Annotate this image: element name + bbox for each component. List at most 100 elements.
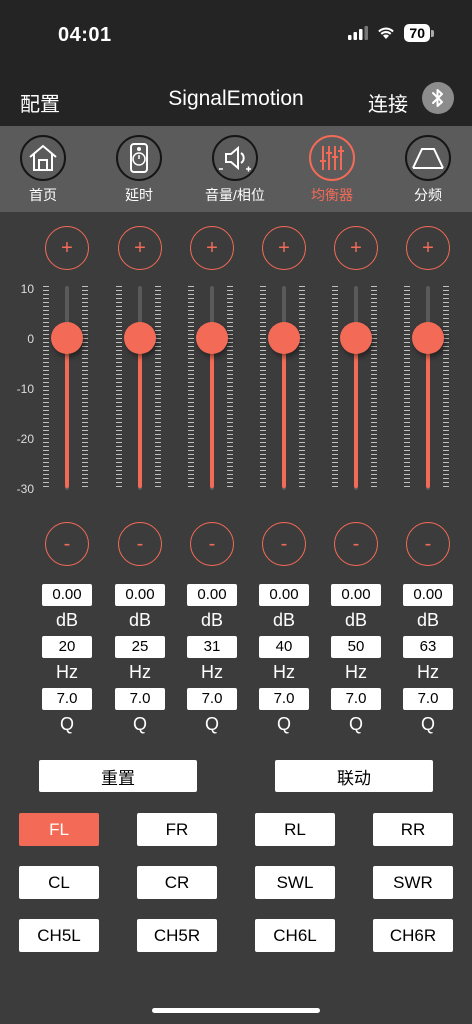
slider-thumb[interactable]: [124, 322, 156, 354]
signal-icon: [348, 26, 369, 40]
db-scale-label: -20: [16, 432, 34, 446]
equalizer-icon: [309, 135, 355, 181]
tab-home-label: 首页: [29, 187, 57, 203]
band-increase-button[interactable]: +: [118, 226, 162, 270]
channel-button-fl[interactable]: FL: [19, 813, 99, 846]
slider-thumb[interactable]: [340, 322, 372, 354]
slider-fill: [282, 338, 286, 488]
eq-band-5: + - 0.00 dB 50 Hz 7.0 Q: [326, 226, 386, 740]
frequency-value-field[interactable]: 20: [42, 636, 92, 658]
slider-fill: [138, 338, 142, 488]
q-unit-label: Q: [132, 714, 147, 734]
battery-cap: [431, 29, 434, 37]
channel-button-ch5l[interactable]: CH5L: [19, 919, 99, 952]
band-decrease-button[interactable]: -: [118, 522, 162, 566]
slider-thumb[interactable]: [51, 322, 83, 354]
slider-thumb[interactable]: [412, 322, 444, 354]
q-value-field[interactable]: 7.0: [403, 688, 453, 710]
home-icon: [20, 135, 66, 181]
band-decrease-button[interactable]: -: [334, 522, 378, 566]
band-increase-button[interactable]: +: [262, 226, 306, 270]
home-indicator[interactable]: [152, 1008, 320, 1013]
gain-value-field[interactable]: 0.00: [115, 584, 165, 606]
config-button[interactable]: 配置: [20, 94, 60, 116]
link-button[interactable]: 联动: [275, 760, 433, 792]
slider-ticks: [116, 286, 122, 490]
tab-home[interactable]: 首页: [8, 135, 78, 205]
band-decrease-button[interactable]: -: [262, 522, 306, 566]
channel-button-swl[interactable]: SWL: [255, 866, 335, 899]
band-increase-button[interactable]: +: [406, 226, 450, 270]
volume-phase-icon: [212, 135, 258, 181]
band-decrease-button[interactable]: -: [406, 522, 450, 566]
q-value-field[interactable]: 7.0: [331, 688, 381, 710]
connect-button[interactable]: 连接: [368, 94, 408, 116]
frequency-value-field[interactable]: 31: [187, 636, 237, 658]
gain-value-field[interactable]: 0.00: [331, 584, 381, 606]
slider-ticks: [43, 286, 49, 490]
channel-button-fr[interactable]: FR: [137, 813, 217, 846]
db-scale: 10 0 -10 -20 -30: [0, 282, 40, 502]
eq-band-3: + - 0.00 dB 31 Hz 7.0 Q: [182, 226, 242, 740]
band-decrease-button[interactable]: -: [190, 522, 234, 566]
slider-ticks: [188, 286, 194, 490]
gain-value-field[interactable]: 0.00: [403, 584, 453, 606]
band-slider[interactable]: [398, 286, 458, 538]
channel-button-rr[interactable]: RR: [373, 813, 453, 846]
gain-value-field[interactable]: 0.00: [259, 584, 309, 606]
q-value-field[interactable]: 7.0: [115, 688, 165, 710]
frequency-value-field[interactable]: 50: [331, 636, 381, 658]
reset-button[interactable]: 重置: [39, 760, 197, 792]
tab-delay-label: 延时: [125, 187, 153, 203]
band-slider[interactable]: [110, 286, 170, 538]
slider-ticks: [404, 286, 410, 490]
bluetooth-button[interactable]: [422, 82, 454, 114]
gain-unit-label: dB: [416, 610, 440, 630]
frequency-value-field[interactable]: 63: [403, 636, 453, 658]
band-slider[interactable]: [326, 286, 386, 538]
tab-delay[interactable]: 延时: [104, 135, 174, 205]
band-increase-button[interactable]: +: [45, 226, 89, 270]
channel-button-cr[interactable]: CR: [137, 866, 217, 899]
db-scale-label: 0: [27, 332, 34, 346]
q-value-field[interactable]: 7.0: [259, 688, 309, 710]
band-slider[interactable]: [37, 286, 97, 538]
band-increase-button[interactable]: +: [334, 226, 378, 270]
frequency-unit-label: Hz: [345, 662, 367, 682]
band-decrease-button[interactable]: -: [45, 522, 89, 566]
q-value-field[interactable]: 7.0: [187, 688, 237, 710]
eq-band-4: + - 0.00 dB 40 Hz 7.0 Q: [254, 226, 314, 740]
q-value-field[interactable]: 7.0: [42, 688, 92, 710]
battery-indicator: 70: [404, 24, 434, 42]
band-increase-button[interactable]: +: [190, 226, 234, 270]
q-unit-label: Q: [420, 714, 435, 734]
band-slider[interactable]: [254, 286, 314, 538]
tab-volume-phase[interactable]: 音量/相位: [200, 135, 270, 205]
frequency-value-field[interactable]: 40: [259, 636, 309, 658]
band-slider[interactable]: [182, 286, 242, 538]
channel-button-ch5r[interactable]: CH5R: [137, 919, 217, 952]
channel-button-ch6r[interactable]: CH6R: [373, 919, 453, 952]
slider-ticks: [227, 286, 233, 490]
navigation-bar: 配置 SignalEmotion 连接: [0, 70, 472, 126]
wifi-icon: [378, 27, 395, 39]
eq-band-1: + - 0.00 dB 20 Hz 7.0 Q: [37, 226, 97, 740]
frequency-value-field[interactable]: 25: [115, 636, 165, 658]
channel-button-swr[interactable]: SWR: [373, 866, 453, 899]
gain-value-field[interactable]: 0.00: [187, 584, 237, 606]
eq-band-6: + - 0.00 dB 63 Hz 7.0 Q: [398, 226, 458, 740]
channel-button-cl[interactable]: CL: [19, 866, 99, 899]
slider-thumb[interactable]: [268, 322, 300, 354]
slider-thumb[interactable]: [196, 322, 228, 354]
slider-fill: [354, 338, 358, 488]
frequency-unit-label: Hz: [129, 662, 151, 682]
db-scale-label: -30: [16, 482, 34, 496]
slider-ticks: [299, 286, 305, 490]
channel-button-rl[interactable]: RL: [255, 813, 335, 846]
status-time: 04:01: [58, 24, 112, 46]
slider-ticks: [82, 286, 88, 490]
channel-button-ch6l[interactable]: CH6L: [255, 919, 335, 952]
gain-value-field[interactable]: 0.00: [42, 584, 92, 606]
tab-crossover[interactable]: 分频: [393, 135, 463, 205]
tab-equalizer[interactable]: 均衡器: [297, 135, 367, 205]
